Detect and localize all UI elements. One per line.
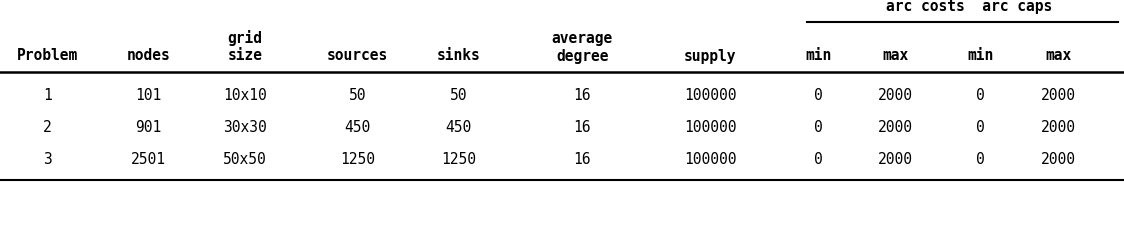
Text: 16: 16 — [573, 153, 591, 167]
Text: 450: 450 — [344, 121, 371, 135]
Text: 2000: 2000 — [1041, 121, 1077, 135]
Text: max: max — [882, 49, 909, 63]
Text: 0: 0 — [976, 121, 985, 135]
Text: 100000: 100000 — [685, 121, 736, 135]
Text: 30x30: 30x30 — [224, 121, 266, 135]
Text: 2000: 2000 — [878, 121, 914, 135]
Text: average: average — [552, 31, 613, 45]
Text: 101: 101 — [135, 89, 162, 103]
Text: 1250: 1250 — [339, 153, 375, 167]
Text: 2000: 2000 — [878, 89, 914, 103]
Text: arc costs  arc caps: arc costs arc caps — [886, 0, 1052, 13]
Text: Problem: Problem — [17, 49, 78, 63]
Text: 0: 0 — [814, 153, 823, 167]
Text: grid: grid — [227, 30, 263, 46]
Text: size: size — [227, 49, 263, 63]
Text: 3: 3 — [43, 153, 52, 167]
Text: 50: 50 — [348, 89, 366, 103]
Text: 100000: 100000 — [685, 89, 736, 103]
Text: 450: 450 — [445, 121, 472, 135]
Text: nodes: nodes — [127, 49, 170, 63]
Text: 50: 50 — [450, 89, 468, 103]
Text: 2000: 2000 — [1041, 89, 1077, 103]
Text: supply: supply — [685, 49, 736, 63]
Text: min: min — [967, 49, 994, 63]
Text: 16: 16 — [573, 121, 591, 135]
Text: 2: 2 — [43, 121, 52, 135]
Text: sinks: sinks — [437, 49, 480, 63]
Text: 901: 901 — [135, 121, 162, 135]
Text: max: max — [1045, 49, 1072, 63]
Text: 10x10: 10x10 — [224, 89, 266, 103]
Text: 2501: 2501 — [130, 153, 166, 167]
Text: sources: sources — [327, 49, 388, 63]
Text: 2000: 2000 — [878, 153, 914, 167]
Text: 50x50: 50x50 — [224, 153, 266, 167]
Text: 0: 0 — [976, 153, 985, 167]
Text: 2000: 2000 — [1041, 153, 1077, 167]
Text: 16: 16 — [573, 89, 591, 103]
Text: 0: 0 — [976, 89, 985, 103]
Text: 100000: 100000 — [685, 153, 736, 167]
Text: 0: 0 — [814, 121, 823, 135]
Text: 1250: 1250 — [441, 153, 477, 167]
Text: 0: 0 — [814, 89, 823, 103]
Text: degree: degree — [556, 49, 608, 63]
Text: min: min — [805, 49, 832, 63]
Text: 1: 1 — [43, 89, 52, 103]
